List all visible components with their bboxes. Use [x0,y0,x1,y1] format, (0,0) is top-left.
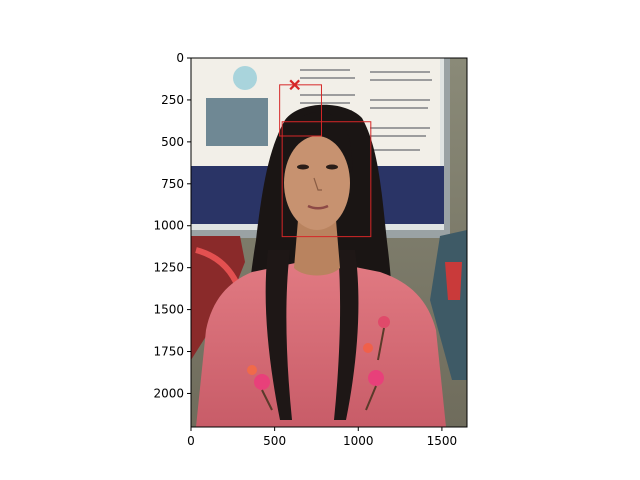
hair-top [282,112,353,172]
x-tick-label: 1500 [427,434,458,448]
y-tick-label: 750 [161,177,184,191]
embroidery [247,316,390,411]
axes-frame [190,57,468,428]
y-tick-label: 1500 [153,303,184,317]
poster-photo [206,98,268,146]
mural-right-stroke [445,262,462,300]
y-tick-label: 250 [161,93,184,107]
y-tick-label: 2000 [153,386,184,400]
annotations [279,79,372,238]
y-axis: 0 250 500 750 1000 1250 1500 1750 2000 [153,51,191,400]
mural-left [191,236,245,360]
x-tick-label: 0 [187,434,195,448]
y-tick-label: 1750 [153,345,184,359]
x-tick-label: 500 [263,434,286,448]
y-tick-label: 500 [161,135,184,149]
y-tick-label: 1000 [153,219,184,233]
y-tick-label: 0 [176,51,184,65]
x-axis: 0 500 1000 1500 [187,427,457,448]
x-tick-label: 1000 [343,434,374,448]
photo-image [191,58,467,427]
hair-front [265,250,359,420]
y-tick-label: 1250 [153,261,184,275]
x-marker [289,79,300,91]
mural-left-stroke [195,247,239,284]
facial-features [297,164,338,210]
box-face [281,121,372,238]
pink-top [196,262,446,427]
box-upper [279,84,322,137]
neck [294,220,340,276]
poster-graphic [233,66,257,90]
face [284,136,350,230]
